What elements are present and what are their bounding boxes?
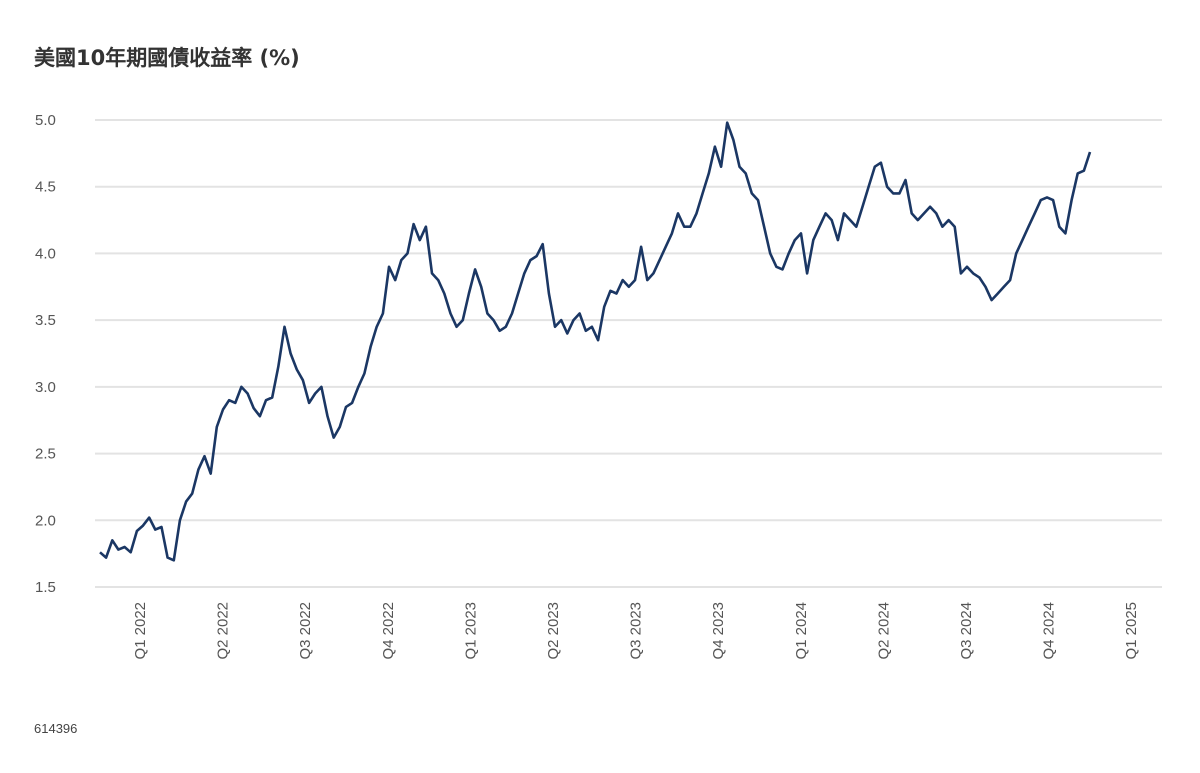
x-tick-label: Q4 2024	[1041, 602, 1058, 660]
y-tick-label: 5.0	[35, 112, 56, 129]
x-tick-label: Q4 2022	[380, 602, 397, 660]
y-tick-label: 4.0	[35, 245, 56, 262]
y-tick-label: 2.5	[35, 446, 56, 463]
x-tick-label: Q1 2023	[462, 602, 479, 660]
x-tick-label: Q2 2023	[545, 602, 562, 660]
x-tick-label: Q2 2022	[215, 602, 232, 660]
chart-title: 美國10年期國債收益率 (%)	[34, 46, 300, 70]
y-tick-label: 3.0	[35, 379, 56, 396]
x-tick-label: Q4 2023	[710, 602, 727, 660]
x-tick-label: Q3 2022	[297, 602, 314, 660]
x-tick-label: Q3 2024	[958, 602, 975, 660]
x-tick-label: Q3 2023	[628, 602, 645, 660]
x-tick-label: Q1 2025	[1123, 602, 1140, 660]
x-axis-ticks: Q1 2022 Q2 2022 Q3 2022 Q4 2022 Q1 2023 Q2 20…	[132, 602, 1140, 660]
y-tick-label: 2.0	[35, 512, 56, 529]
footnote-id: 614396	[34, 721, 78, 736]
y-tick-label: 4.5	[35, 179, 56, 196]
series-line-us-10y-yield	[99, 121, 1092, 562]
y-axis-ticks: 1.5 2.0 2.5 3.0 3.5 4.0 4.5 5.0	[35, 112, 56, 596]
y-tick-label: 1.5	[35, 579, 56, 596]
y-tick-label: 3.5	[35, 312, 56, 329]
x-tick-label: Q1 2022	[132, 602, 149, 660]
x-tick-label: Q1 2024	[793, 602, 810, 660]
x-tick-label: Q2 2024	[875, 602, 892, 660]
gridlines	[95, 119, 1162, 588]
